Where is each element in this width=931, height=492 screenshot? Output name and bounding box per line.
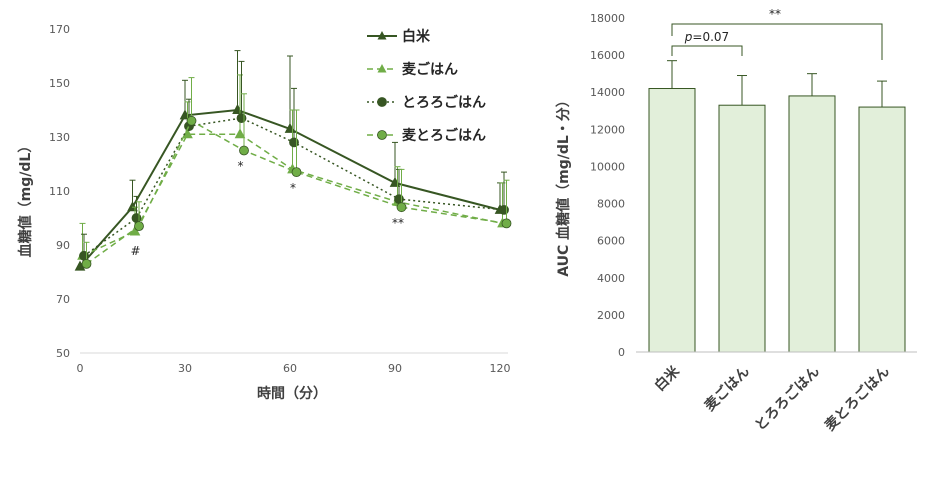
x-tick-label: 60	[283, 362, 297, 375]
significance-marker: #	[130, 244, 140, 258]
y-tick-label: 0	[618, 346, 625, 359]
bracket-significance: **	[671, 7, 883, 60]
bar	[788, 95, 836, 353]
legend-marker	[377, 130, 387, 140]
significance-marker: *	[238, 159, 244, 173]
bar	[648, 88, 696, 353]
category-label: 麦ごはん	[701, 363, 753, 415]
legend-item: 白米	[367, 28, 431, 45]
bracket-p-value: p=0.07	[671, 30, 743, 56]
y-tick-label: 150	[49, 77, 70, 90]
bracket-line	[671, 23, 883, 60]
significance-marker: **	[392, 216, 404, 230]
data-point	[129, 225, 141, 236]
x-tick-label: 0	[77, 362, 84, 375]
legend-marker	[377, 31, 387, 40]
data-point	[182, 128, 193, 139]
y-tick-label: 50	[56, 347, 70, 360]
legend-label: 白米	[402, 28, 431, 45]
y-tick-label: 170	[49, 23, 70, 36]
data-point	[186, 115, 197, 126]
legend-item: 麦とろごはん	[367, 127, 486, 144]
y-tick-label: 14000	[590, 86, 625, 99]
bar-group	[648, 60, 696, 353]
bar	[858, 106, 906, 353]
bar-group	[858, 80, 906, 353]
x-axis-ticks: 0 30 60 90 120	[77, 362, 511, 375]
y-tick-label: 18000	[590, 12, 625, 25]
y-tick-label: 4000	[597, 272, 625, 285]
category-label: とろろごはん	[751, 363, 822, 434]
series-layer	[74, 50, 512, 271]
series-1	[74, 50, 506, 271]
bar-group	[718, 75, 766, 353]
data-point	[79, 250, 89, 261]
data-point	[396, 202, 407, 213]
bar	[718, 104, 766, 353]
x-tick-label: 120	[490, 362, 511, 375]
y-tick-label: 6000	[597, 235, 625, 248]
data-point	[134, 221, 144, 232]
legend-marker	[377, 97, 387, 107]
data-point	[291, 167, 302, 178]
significance-marker: *	[290, 181, 296, 195]
series-3	[79, 60, 509, 261]
legend-item: とろろごはん	[367, 94, 486, 111]
y-tick-label: 70	[56, 293, 70, 306]
data-point	[234, 128, 246, 139]
data-point	[131, 213, 142, 223]
data-point	[289, 137, 299, 148]
y-tick-label: 12000	[590, 123, 625, 136]
bars-layer	[648, 60, 906, 353]
legend-label: 麦ごはん	[402, 61, 458, 78]
legend-label: 麦とろごはん	[402, 127, 486, 144]
y-axis-ticks: 0 2000 4000 6000 8000 10000 12000 14000 16000 180…	[590, 12, 625, 359]
y-axis-label: AUC 血糖値（mg/dL・分）	[555, 93, 572, 277]
x-tick-label: 30	[178, 362, 192, 375]
data-point	[394, 194, 404, 205]
data-point	[501, 218, 512, 229]
data-point	[236, 113, 247, 123]
y-tick-label: 110	[49, 185, 70, 198]
y-tick-label: 8000	[597, 198, 625, 211]
category-labels: 白米 麦ごはん とろろごはん 麦とろごはん	[651, 362, 893, 434]
legend-label: とろろごはん	[402, 94, 486, 111]
y-tick-label: 10000	[590, 160, 625, 173]
x-axis-label: 時間（分）	[257, 385, 327, 402]
p-value-label: p=0.07	[684, 30, 729, 44]
y-tick-label: 90	[56, 239, 70, 252]
data-point	[81, 258, 92, 269]
p-value: =0.07	[692, 30, 729, 44]
data-point	[232, 103, 243, 114]
significance-label: **	[769, 7, 781, 21]
data-point	[499, 204, 509, 215]
y-axis-label: 血糖値（mg/dL）	[17, 139, 34, 258]
comparison-brackets: p=0.07 **	[671, 7, 883, 60]
p-symbol: p	[684, 30, 693, 44]
bracket-line	[671, 45, 743, 56]
y-tick-label: 130	[49, 131, 70, 144]
auc-bar-chart: 0 2000 4000 6000 8000 10000 12000 14000 16000 180…	[555, 7, 917, 434]
y-tick-label: 16000	[590, 49, 625, 62]
significance-markers: #****	[130, 159, 404, 258]
legend-item: 麦ごはん	[367, 61, 458, 78]
y-tick-label: 2000	[597, 309, 625, 322]
bar-group	[788, 73, 836, 353]
category-label: 麦とろごはん	[821, 363, 892, 434]
series-4	[81, 77, 512, 269]
data-point	[239, 145, 249, 156]
y-axis-ticks: 50 70 90 110 130 150 170	[49, 23, 70, 360]
legend-marker	[377, 64, 387, 73]
x-tick-label: 90	[388, 362, 402, 375]
category-label: 白米	[651, 362, 684, 395]
